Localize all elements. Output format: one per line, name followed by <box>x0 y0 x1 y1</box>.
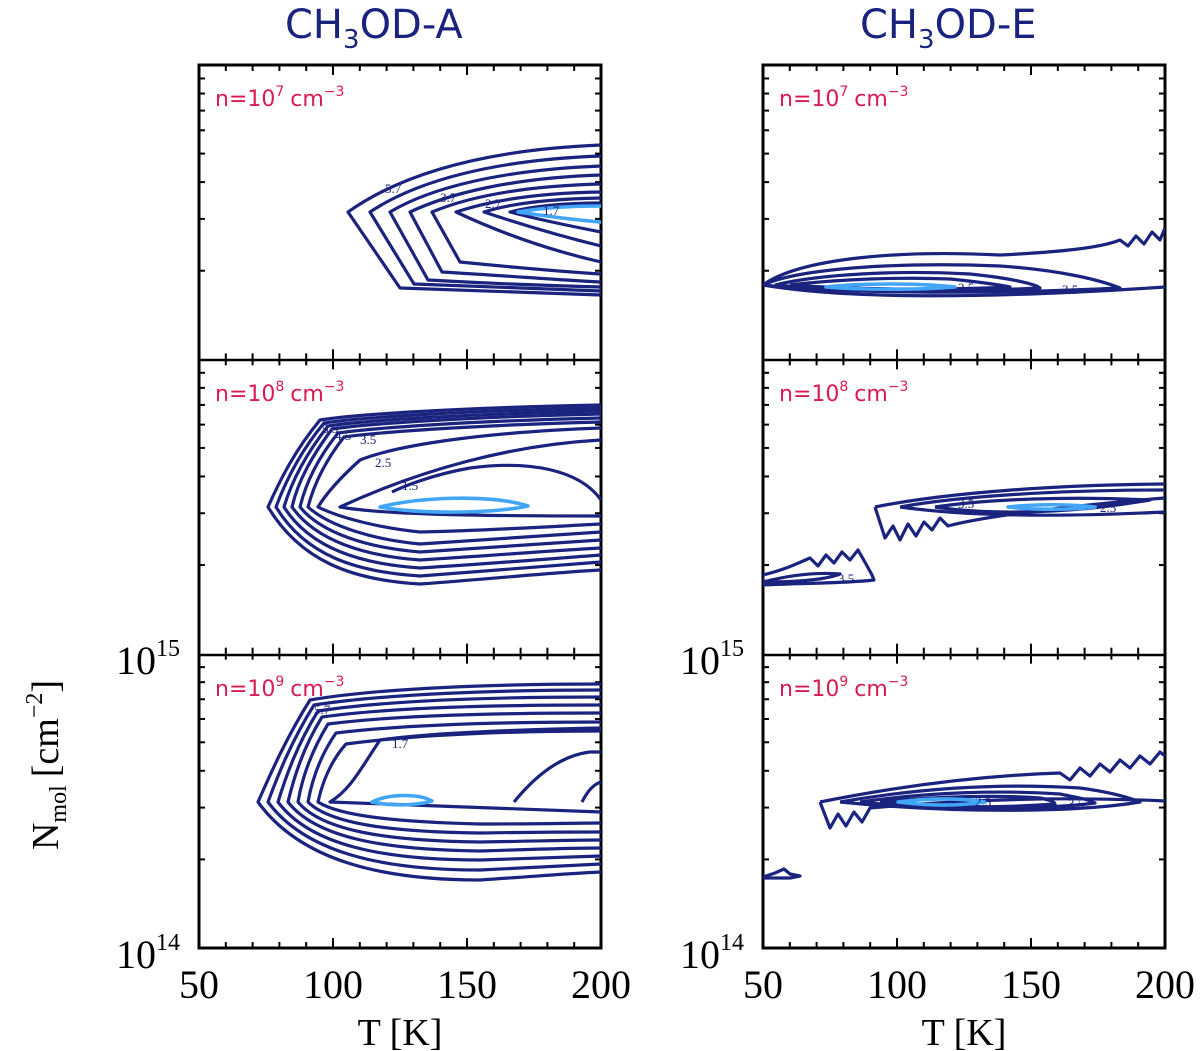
y-ticks-a <box>199 77 601 861</box>
x-ticks-e <box>762 65 1166 948</box>
column-a: n=107 cm−3 5.7 3.7 2.7 1.7 n=108 cm−3 <box>116 63 631 1051</box>
column-title-e: CH3OD-E <box>860 2 1037 55</box>
ytick-e-1e15: 1015 <box>680 636 744 683</box>
contour-a1-min <box>516 204 601 224</box>
y-ticks-e <box>763 77 1165 861</box>
clabel-a1-3: 2.7 <box>485 196 502 211</box>
contour-a1-8 <box>508 201 601 234</box>
column-e: n=107 cm−3 2.5 3.5 n=108 cm−3 3.5 <box>680 63 1195 1051</box>
xtick-a-50: 50 <box>179 962 219 1007</box>
contour-a1-7 <box>482 196 601 248</box>
contour-a3-5 <box>296 711 601 844</box>
contour-a2-5 <box>298 416 601 554</box>
contour-a1-5 <box>430 182 601 276</box>
contour-a3-4 <box>286 703 601 853</box>
contour-e3-5 <box>763 867 802 880</box>
clabel-a2-2: 4.5 <box>335 428 351 443</box>
x-axis-label-a: T [K] <box>358 1012 443 1051</box>
panel-a-1: n=107 cm−3 5.7 3.7 2.7 1.7 <box>215 84 601 297</box>
clabel-a3-2: 1.7 <box>392 736 409 751</box>
x-axis-label-e: T [K] <box>922 1012 1007 1051</box>
density-label-e-3: n=109 cm−3 <box>779 674 908 702</box>
clabel-a2-1: 5.5 <box>322 421 338 436</box>
contour-a1-6 <box>454 190 601 264</box>
panel-a-3: n=109 cm−3 5.7 1.7 <box>215 674 601 882</box>
panel-e-3: n=109 cm−3 2.5 3.5 <box>763 674 1165 880</box>
clabel-e2-1: 3.5 <box>958 496 974 511</box>
xtick-a-150: 150 <box>437 962 497 1007</box>
xtick-a-200: 200 <box>571 962 631 1007</box>
clabel-a2-4: 2.5 <box>375 455 391 470</box>
clabel-e1-1: 2.5 <box>958 280 974 295</box>
ytick-a-1e14: 1014 <box>116 930 180 977</box>
contour-a3-min <box>370 793 434 807</box>
contour-e2-5 <box>763 571 842 584</box>
xtick-e-200: 200 <box>1135 962 1195 1007</box>
contour-a3-8 <box>328 726 601 814</box>
contour-a1-3 <box>388 164 601 289</box>
contour-e2-3 <box>934 496 1152 514</box>
contour-a2-4 <box>290 412 601 562</box>
contour-e3-2 <box>839 784 1142 812</box>
clabel-a3-1: 5.7 <box>314 702 331 717</box>
density-label-a-1: n=107 cm−3 <box>215 84 344 112</box>
clabel-e2-2: 2.5 <box>1100 500 1116 515</box>
ytick-a-1e15: 1015 <box>116 636 180 683</box>
clabel-e2-3: 3.5 <box>838 571 854 586</box>
column-title-a: CH3OD-A <box>285 2 463 55</box>
contour-a2-2 <box>274 406 601 578</box>
frame-a <box>197 63 603 950</box>
contour-a2-9 <box>391 463 601 501</box>
panel-e-2: n=108 cm−3 3.5 2.5 3.5 <box>763 379 1165 587</box>
contour-e2-2 <box>899 488 1165 517</box>
contour-e2-min <box>1006 502 1097 512</box>
contour-a1-2 <box>368 154 601 293</box>
contour-e3-min <box>896 797 987 807</box>
contour-a1-1 <box>346 143 601 297</box>
contour-e3-1 <box>818 750 1165 830</box>
xtick-e-50: 50 <box>743 962 783 1007</box>
contour-a2-7 <box>316 426 601 534</box>
frame-e <box>761 63 1167 950</box>
contour-a2-6 <box>306 420 601 546</box>
density-label-a-2: n=108 cm−3 <box>215 379 344 407</box>
density-label-a-3: n=109 cm−3 <box>215 674 344 702</box>
xtick-e-100: 100 <box>867 962 927 1007</box>
density-label-e-2: n=108 cm−3 <box>779 379 908 407</box>
y-axis-label: Nmol[cm−2] <box>22 680 72 850</box>
x-ticks-a <box>198 65 602 948</box>
clabel-a2-5: 1.5 <box>402 478 418 493</box>
clabel-a1-1: 5.7 <box>385 181 402 196</box>
contour-a3-6 <box>306 720 601 835</box>
xtick-a-100: 100 <box>303 962 363 1007</box>
clabel-a1-2: 3.7 <box>440 190 457 205</box>
contour-a2-3 <box>282 409 601 570</box>
contour-e1-1 <box>763 227 1165 298</box>
contour-a3-9 <box>512 750 601 804</box>
contour-a2-1 <box>266 403 601 586</box>
contour-a3-2 <box>266 688 601 872</box>
contour-a1-4 <box>408 173 601 284</box>
contour-a2-8 <box>338 438 601 518</box>
clabel-a1-4: 1.7 <box>543 203 560 218</box>
clabel-e3-2: 3.5 <box>1068 796 1084 811</box>
xtick-e-150: 150 <box>1001 962 1061 1007</box>
clabel-e1-2: 3.5 <box>1062 282 1078 297</box>
ytick-e-1e14: 1014 <box>680 930 744 977</box>
panel-a-2: n=108 cm−3 5.5 4.5 3.5 2.5 1.5 <box>215 379 601 586</box>
contour-e2-4 <box>763 548 876 587</box>
clabel-e3-1: 2.5 <box>975 794 991 809</box>
density-label-e-1: n=107 cm−3 <box>779 84 908 112</box>
contour-a2-min <box>378 496 530 514</box>
panel-e-1: n=107 cm−3 2.5 3.5 <box>763 84 1165 298</box>
contour-e1-min <box>824 282 957 292</box>
contour-a3-3 <box>276 695 601 862</box>
contour-a3-10 <box>580 780 601 803</box>
clabel-a2-3: 3.5 <box>360 432 376 447</box>
contour-e2-1 <box>873 482 1165 542</box>
contour-a3-1 <box>256 682 601 882</box>
